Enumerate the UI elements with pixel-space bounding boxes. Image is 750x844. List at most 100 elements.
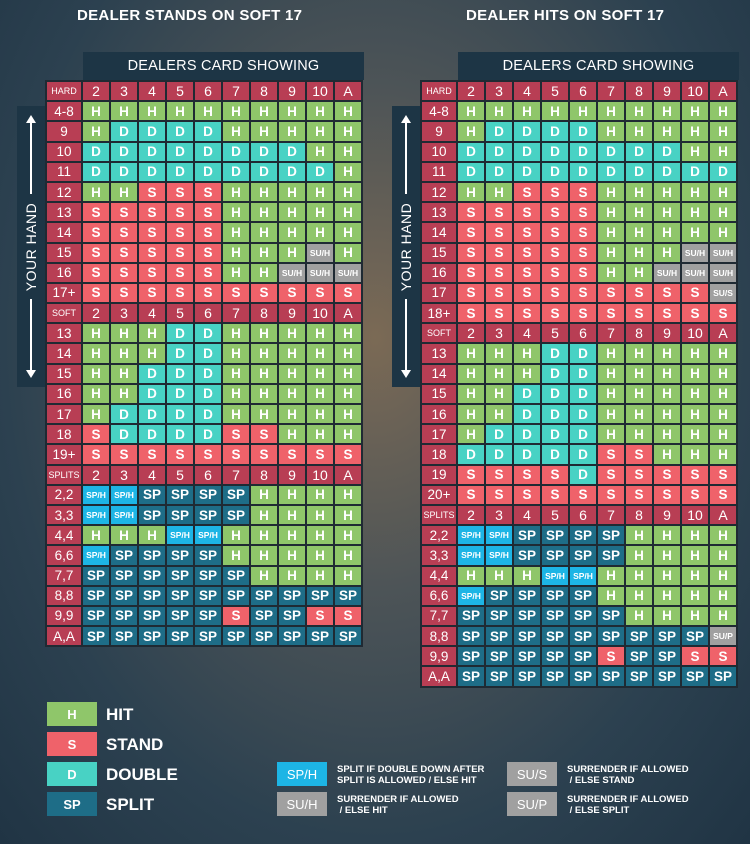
left-soft-18-vs-3: D bbox=[111, 425, 137, 444]
left-hard-4-8-vs-10: H bbox=[307, 102, 333, 121]
right-soft-18-vs-5: D bbox=[542, 445, 568, 464]
left-hard-hand-14: 14 bbox=[47, 223, 81, 242]
right-splits-4-4-vs-2: H bbox=[458, 566, 484, 585]
left-splits-4-4-vs-a: H bbox=[335, 526, 361, 545]
right-soft-19-vs-a: S bbox=[710, 465, 736, 484]
right-soft-16-vs-3: H bbox=[486, 405, 512, 424]
left-hard-12-vs-4: S bbox=[139, 182, 165, 202]
left-soft-16-vs-7: H bbox=[223, 384, 249, 403]
left-soft-13-vs-8: H bbox=[251, 324, 277, 343]
right-hard-4-8-vs-7: H bbox=[598, 102, 624, 121]
right-hard-10-vs-8: D bbox=[626, 142, 652, 161]
left-soft-14-vs-4: H bbox=[139, 344, 165, 363]
left-splits-hand-a-a: A,A bbox=[47, 627, 81, 646]
right-hard-dealer-card-2: 2 bbox=[458, 82, 484, 101]
left-hard-15-vs-a: H bbox=[335, 243, 361, 262]
left-splits-7-7-vs-5: SP bbox=[167, 566, 193, 585]
left-soft-15-vs-3: H bbox=[111, 364, 137, 383]
right-hard-10-vs-2: D bbox=[458, 142, 484, 161]
right-soft-20-vs-7: S bbox=[598, 485, 624, 504]
left-soft-17-vs-6: D bbox=[195, 405, 221, 424]
right-soft-15-vs-10: H bbox=[682, 384, 708, 403]
left-soft-19-vs-10: S bbox=[307, 445, 333, 464]
right-hard-dealer-card-7: 7 bbox=[598, 82, 624, 101]
right-splits-a-a-vs-9: SP bbox=[654, 667, 680, 686]
left-hard-14-vs-9: H bbox=[279, 223, 305, 242]
right-hard-4-8-vs-3: H bbox=[486, 102, 512, 121]
right-hard-4-8-vs-4: H bbox=[514, 102, 540, 121]
right-soft-13-vs-a: H bbox=[710, 344, 736, 363]
left-hard-9-vs-a: H bbox=[335, 122, 361, 141]
left-splits-8-8-vs-9: SP bbox=[279, 586, 305, 605]
right-hard-18-vs-3: S bbox=[486, 304, 512, 323]
left-splits-8-8-vs-8: SP bbox=[251, 586, 277, 605]
right-hard-11-vs-7: D bbox=[598, 162, 624, 181]
left-soft-13-vs-7: H bbox=[223, 324, 249, 343]
right-soft-20-vs-3: S bbox=[486, 485, 512, 504]
right-splits-dealer-card-4: 4 bbox=[514, 505, 540, 525]
right-soft-19-vs-10: S bbox=[682, 465, 708, 484]
legend-surrender-stand-swatch: SU/S bbox=[507, 762, 557, 786]
left-soft-19-vs-7: S bbox=[223, 445, 249, 464]
left-hard-13-vs-6: S bbox=[195, 203, 221, 222]
right-soft-13-vs-3: H bbox=[486, 344, 512, 363]
left-hard-11-vs-9: D bbox=[279, 162, 305, 181]
left-hard-9-vs-7: H bbox=[223, 122, 249, 141]
left-hard-15-vs-7: H bbox=[223, 243, 249, 262]
left-hard-9-vs-10: H bbox=[307, 122, 333, 141]
left-splits-2-2-vs-10: H bbox=[307, 485, 333, 504]
left-soft-19-vs-9: S bbox=[279, 445, 305, 464]
left-hard-15-vs-9: H bbox=[279, 243, 305, 262]
left-hard-10-vs-4: D bbox=[139, 142, 165, 161]
right-splits-section-label: SPLITS bbox=[422, 505, 456, 525]
right-splits-hand-2-2: 2,2 bbox=[422, 526, 456, 545]
right-soft-20-vs-6: S bbox=[570, 485, 596, 504]
left-soft-16-vs-10: H bbox=[307, 384, 333, 403]
right-soft-16-vs-6: D bbox=[570, 405, 596, 424]
left-soft-hand-19: 19+ bbox=[47, 445, 81, 464]
right-soft-dealer-card-7: 7 bbox=[598, 324, 624, 343]
left-hard-10-vs-5: D bbox=[167, 142, 193, 161]
left-splits-dealer-card-a: A bbox=[335, 465, 361, 484]
left-splits-7-7-vs-10: H bbox=[307, 566, 333, 585]
left-hard-9-vs-3: D bbox=[111, 122, 137, 141]
right-hard-10-vs-3: D bbox=[486, 142, 512, 161]
right-splits-4-4-vs-3: H bbox=[486, 566, 512, 585]
left-soft-16-vs-6: D bbox=[195, 384, 221, 403]
left-hard-13-vs-3: S bbox=[111, 203, 137, 222]
right-hard-13-vs-7: H bbox=[598, 203, 624, 222]
right-hard-4-8-vs-5: H bbox=[542, 102, 568, 121]
right-soft-14-vs-3: H bbox=[486, 364, 512, 383]
left-soft-14-vs-2: H bbox=[83, 344, 109, 363]
right-soft-17-vs-8: H bbox=[626, 425, 652, 444]
right-splits-a-a-vs-6: SP bbox=[570, 667, 596, 686]
right-splits-2-2-vs-5: SP bbox=[542, 526, 568, 545]
right-soft-17-vs-6: D bbox=[570, 425, 596, 444]
left-hard-16-vs-a: SU/H bbox=[335, 263, 361, 282]
left-splits-4-4-vs-9: H bbox=[279, 526, 305, 545]
right-splits-7-7-vs-4: SP bbox=[514, 606, 540, 626]
left-soft-section-label: SOFT bbox=[47, 304, 81, 323]
arrow-up-icon bbox=[26, 115, 36, 194]
right-hard-13-vs-5: S bbox=[542, 203, 568, 222]
left-splits-9-9-vs-8: SP bbox=[251, 606, 277, 626]
left-soft-16-vs-a: H bbox=[335, 384, 361, 403]
right-hard-hand-10: 10 bbox=[422, 142, 456, 161]
left-soft-19-vs-3: S bbox=[111, 445, 137, 464]
left-splits-hand-9-9: 9,9 bbox=[47, 606, 81, 626]
left-hard-15-vs-4: S bbox=[139, 243, 165, 262]
left-splits-4-4-vs-5: SP/H bbox=[167, 526, 193, 545]
right-splits-3-3-vs-10: H bbox=[682, 546, 708, 565]
left-hard-13-vs-7: H bbox=[223, 203, 249, 222]
left-hard-16-vs-9: SU/H bbox=[279, 263, 305, 282]
left-hard-17-vs-a: S bbox=[335, 283, 361, 303]
right-soft-20-vs-5: S bbox=[542, 485, 568, 504]
right-soft-13-vs-5: D bbox=[542, 344, 568, 363]
left-splits-3-3-vs-2: SP/H bbox=[83, 505, 109, 525]
right-soft-dealer-card-10: 10 bbox=[682, 324, 708, 343]
left-soft-15-vs-2: H bbox=[83, 364, 109, 383]
right-splits-dealer-card-3: 3 bbox=[486, 505, 512, 525]
right-hard-13-vs-10: H bbox=[682, 203, 708, 222]
left-splits-hand-2-2: 2,2 bbox=[47, 485, 81, 504]
right-soft-13-vs-4: H bbox=[514, 344, 540, 363]
